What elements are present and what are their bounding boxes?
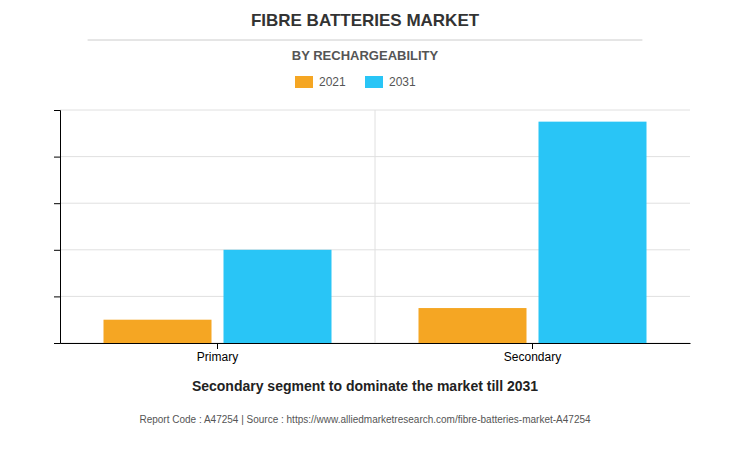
- bar: [419, 308, 527, 343]
- grid: [60, 110, 690, 343]
- legend-swatch: [365, 76, 383, 88]
- y-tick: [54, 203, 60, 204]
- y-axis-line: [54, 111, 61, 344]
- legend-item: 2021: [295, 75, 346, 89]
- plot: Primary Secondary: [54, 110, 691, 364]
- subtitle: BY RECHARGEABILITY: [292, 48, 439, 63]
- x-tick-mark: [217, 343, 218, 349]
- x-tick: Secondary: [504, 343, 561, 364]
- y-tick: [54, 110, 60, 111]
- y-tick: [54, 157, 60, 158]
- y-axis: [54, 111, 61, 344]
- x-tick: Primary: [197, 343, 238, 364]
- y-tick-mark: [54, 296, 60, 297]
- y-tick: [54, 343, 60, 344]
- y-tick-mark: [54, 250, 60, 251]
- category-divider: [375, 110, 376, 343]
- x-tick-mark: [532, 343, 533, 349]
- x-axis-line: [61, 343, 691, 344]
- x-axis: Primary Secondary: [61, 343, 691, 364]
- title-rule: [88, 40, 643, 41]
- y-tick: [54, 296, 60, 297]
- chart: FIBRE BATTERIES MARKET BY RECHARGEABILITY…: [0, 0, 730, 453]
- bar: [224, 250, 332, 343]
- y-tick: [54, 250, 60, 251]
- annotation: Report Code : A47254 | Source : https://…: [139, 414, 591, 425]
- y-tick-mark: [54, 110, 60, 111]
- legend-label: 2021: [319, 75, 346, 89]
- y-tick-mark: [54, 157, 60, 158]
- x-tick-label: Primary: [197, 350, 238, 364]
- bar: [539, 122, 647, 343]
- legend: 2021 2031: [295, 75, 416, 89]
- bars: [104, 122, 647, 343]
- y-tick-mark: [54, 343, 60, 344]
- legend-swatch: [295, 76, 313, 88]
- legend-label: 2031: [389, 75, 416, 89]
- legend-item: 2031: [365, 75, 416, 89]
- annotation: Secondary segment to dominate the market…: [192, 378, 538, 394]
- title: FIBRE BATTERIES MARKET: [251, 11, 480, 30]
- y-tick-mark: [54, 203, 60, 204]
- bar: [104, 320, 212, 343]
- x-tick-label: Secondary: [504, 350, 561, 364]
